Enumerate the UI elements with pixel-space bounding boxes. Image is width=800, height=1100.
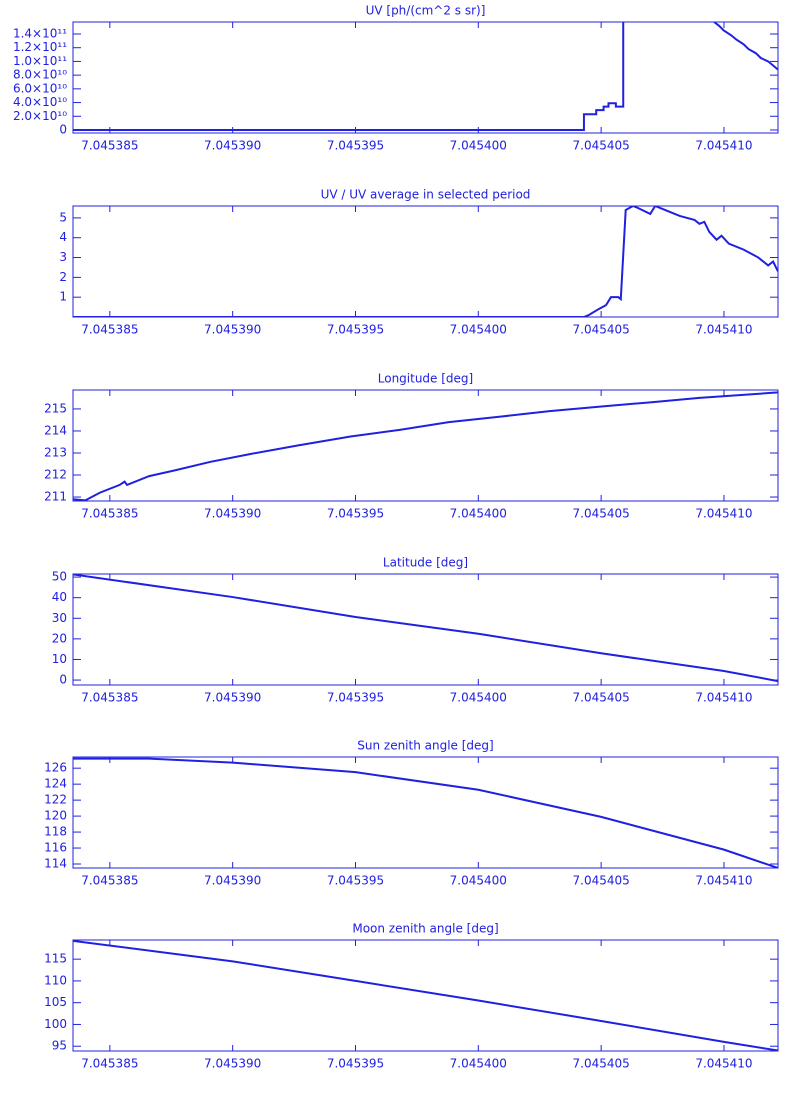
y-tick-label: 212 xyxy=(44,468,67,482)
x-tick-label: 7.045385 xyxy=(81,874,138,888)
data-line xyxy=(73,391,778,501)
y-tick-label: 2 xyxy=(59,270,67,284)
y-tick-label: 115 xyxy=(44,952,67,966)
x-tick-label: 7.045385 xyxy=(81,323,138,337)
x-tick-label: 7.045390 xyxy=(204,691,261,705)
y-tick-label: 95 xyxy=(52,1039,67,1053)
y-tick-label: 1.4×10¹¹ xyxy=(13,26,67,40)
x-tick-label: 7.045405 xyxy=(573,691,630,705)
x-tick-label: 7.045400 xyxy=(450,691,507,705)
y-tick-label: 0 xyxy=(59,673,67,687)
y-tick-label: 122 xyxy=(44,793,67,807)
x-tick-label: 7.045395 xyxy=(327,507,384,521)
y-tick-label: 8.0×10¹⁰ xyxy=(13,68,67,82)
y-tick-label: 5 xyxy=(59,210,67,224)
x-tick-label: 7.045405 xyxy=(573,874,630,888)
x-tick-label: 7.045400 xyxy=(450,323,507,337)
x-tick-label: 7.045395 xyxy=(327,1057,384,1071)
plot-frame xyxy=(72,573,779,686)
plot-frame xyxy=(72,21,779,134)
y-tick-label: 118 xyxy=(44,825,67,839)
plot-frame xyxy=(72,205,779,318)
y-tick-label: 124 xyxy=(44,777,67,791)
chart-title: Sun zenith angle [deg] xyxy=(357,739,493,753)
plot-frame xyxy=(72,939,779,1052)
y-tick-label: 10 xyxy=(52,652,67,666)
y-tick-label: 30 xyxy=(52,611,67,625)
x-tick-label: 7.045395 xyxy=(327,323,384,337)
x-tick-label: 7.045405 xyxy=(573,1057,630,1071)
x-tick-label: 7.045410 xyxy=(695,139,752,153)
y-tick-label: 1.2×10¹¹ xyxy=(13,40,67,54)
chart-title: UV / UV average in selected period xyxy=(321,188,531,202)
x-tick-label: 7.045410 xyxy=(695,1057,752,1071)
x-tick-label: 7.045405 xyxy=(573,139,630,153)
y-tick-label: 105 xyxy=(44,995,67,1009)
x-tick-label: 7.045390 xyxy=(204,323,261,337)
y-tick-label: 100 xyxy=(44,1017,67,1031)
x-tick-label: 7.045395 xyxy=(327,874,384,888)
data-line xyxy=(73,940,778,1051)
x-tick-label: 7.045400 xyxy=(450,1057,507,1071)
y-tick-label: 114 xyxy=(44,857,67,871)
x-tick-label: 7.045400 xyxy=(450,507,507,521)
x-tick-label: 7.045410 xyxy=(695,691,752,705)
x-tick-label: 7.045410 xyxy=(695,507,752,521)
x-tick-label: 7.045390 xyxy=(204,1057,261,1071)
y-tick-label: 110 xyxy=(44,973,67,987)
x-tick-label: 7.045410 xyxy=(695,874,752,888)
y-tick-label: 126 xyxy=(44,761,67,775)
y-tick-label: 0 xyxy=(59,122,67,136)
x-tick-label: 7.045385 xyxy=(81,507,138,521)
x-tick-label: 7.045390 xyxy=(204,139,261,153)
plot-frame xyxy=(72,389,779,502)
chart-title: UV [ph/(cm^2 s sr)] xyxy=(366,4,486,18)
y-tick-label: 50 xyxy=(52,570,67,584)
y-tick-label: 3 xyxy=(59,250,67,264)
chart-title: Latitude [deg] xyxy=(383,556,468,570)
y-tick-label: 2.0×10¹⁰ xyxy=(13,109,67,123)
y-tick-label: 215 xyxy=(44,401,67,415)
x-tick-label: 7.045385 xyxy=(81,139,138,153)
y-tick-label: 4 xyxy=(59,230,67,244)
y-tick-label: 120 xyxy=(44,809,67,823)
x-tick-label: 7.045410 xyxy=(695,323,752,337)
x-tick-label: 7.045400 xyxy=(450,874,507,888)
chart-title: Moon zenith angle [deg] xyxy=(352,922,498,936)
y-tick-label: 4.0×10¹⁰ xyxy=(13,95,67,109)
plot-frame xyxy=(72,756,779,869)
x-tick-label: 7.045405 xyxy=(573,323,630,337)
y-tick-label: 1 xyxy=(59,290,67,304)
y-tick-label: 213 xyxy=(44,445,67,459)
x-tick-label: 7.045395 xyxy=(327,139,384,153)
x-tick-label: 7.045385 xyxy=(81,1057,138,1071)
x-tick-label: 7.045390 xyxy=(204,507,261,521)
y-tick-label: 211 xyxy=(44,490,67,504)
x-tick-label: 7.045385 xyxy=(81,691,138,705)
x-tick-label: 7.045400 xyxy=(450,139,507,153)
data-line xyxy=(73,757,778,868)
x-tick-label: 7.045390 xyxy=(204,874,261,888)
y-tick-label: 20 xyxy=(52,631,67,645)
x-tick-label: 7.045395 xyxy=(327,691,384,705)
y-tick-label: 40 xyxy=(52,590,67,604)
y-tick-label: 6.0×10¹⁰ xyxy=(13,81,67,95)
data-line xyxy=(73,22,778,131)
data-line xyxy=(73,574,778,683)
data-line xyxy=(73,206,778,317)
y-tick-label: 214 xyxy=(44,423,67,437)
x-tick-label: 7.045405 xyxy=(573,507,630,521)
y-tick-label: 1.0×10¹¹ xyxy=(13,54,67,68)
chart-title: Longitude [deg] xyxy=(378,372,473,386)
y-tick-label: 116 xyxy=(44,841,67,855)
